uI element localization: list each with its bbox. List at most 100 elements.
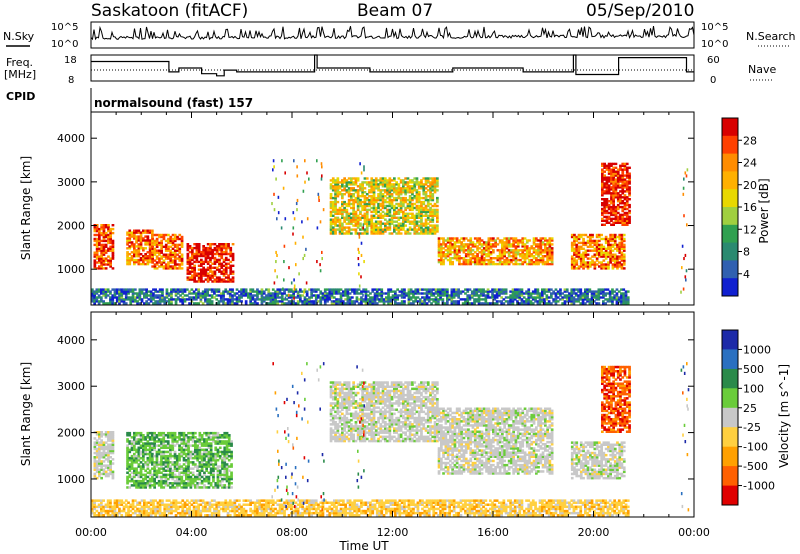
echo-cell (297, 290, 299, 294)
echo-cell (213, 272, 217, 275)
echo-cell (164, 233, 168, 237)
echo-cell (95, 267, 99, 270)
echo-cell (402, 181, 405, 184)
echo-cell (379, 232, 383, 235)
echo-cell (329, 218, 333, 221)
echo-cell (176, 292, 180, 295)
echo-cell (368, 202, 371, 206)
echo-cell (622, 259, 626, 262)
echo-cell (536, 302, 540, 305)
echo-cell (467, 258, 470, 262)
echo-cell (370, 196, 374, 200)
echo-cell (390, 195, 394, 198)
echo-cell (135, 231, 138, 234)
echo-cell (204, 258, 208, 262)
echo-cell (217, 288, 221, 291)
echo-cell (347, 177, 351, 180)
echo-cell (574, 298, 578, 301)
echo-cell (338, 232, 342, 235)
echo-cell (595, 294, 598, 297)
echo-cell (146, 442, 150, 445)
echo-cell (343, 210, 346, 214)
echo-cell (238, 296, 241, 299)
echo-cell (352, 216, 355, 219)
echo-cell (409, 292, 413, 295)
echo-cell (379, 216, 383, 219)
echo-cell (538, 292, 542, 295)
echo-cell (91, 292, 94, 295)
echo-cell (215, 250, 219, 254)
echo-cell (350, 195, 353, 198)
echo-cell (505, 241, 509, 244)
echo-cell (350, 193, 353, 196)
echo-cell (548, 243, 552, 246)
echo-cell (95, 227, 99, 231)
echo-cell (167, 247, 170, 250)
echo-cell (519, 258, 522, 262)
echo-cell (399, 198, 403, 202)
echo-cell (433, 181, 437, 184)
echo-cell (623, 166, 627, 169)
echo-cell (100, 261, 103, 264)
echo-cell (399, 196, 403, 200)
echo-cell (436, 218, 439, 221)
echo-cell (455, 300, 458, 303)
echo-cell (417, 191, 421, 194)
echo-cell (387, 298, 390, 301)
echo-cell (131, 288, 135, 291)
echo-cell (621, 168, 625, 171)
echo-cell (501, 255, 504, 258)
echo-cell (570, 263, 574, 266)
echo-cell (109, 447, 112, 451)
echo-cell (206, 278, 210, 281)
echo-cell (301, 290, 304, 293)
echo-cell (535, 237, 538, 240)
echo-cell (155, 450, 159, 454)
echo-cell (604, 237, 608, 241)
echo-cell (345, 222, 349, 225)
echo-cell (510, 255, 513, 258)
echo-cell (450, 300, 454, 303)
echo-cell (461, 302, 465, 305)
echo-cell (537, 249, 540, 252)
echo-cell (406, 220, 410, 223)
echo-cell (271, 300, 275, 303)
echo-cell (620, 243, 624, 247)
echo-cell (611, 235, 615, 239)
echo-cell (584, 249, 588, 252)
echo-cell (402, 218, 405, 221)
echo-cell (437, 251, 441, 254)
echo-cell (299, 294, 302, 297)
echo-cell (142, 467, 145, 470)
echo-cell (144, 486, 147, 489)
echo-cell (604, 288, 607, 291)
echo-cell (328, 294, 332, 297)
echo-cell (619, 168, 622, 171)
echo-cell (317, 296, 320, 299)
echo-cell (347, 222, 351, 225)
echo-cell (329, 187, 333, 190)
echo-cell (374, 210, 378, 214)
echo-cell (531, 298, 535, 301)
echo-cell (354, 191, 358, 194)
echo-cell (191, 268, 194, 271)
echo-cell (218, 243, 221, 246)
echo-cell (238, 298, 241, 301)
echo-cell (271, 294, 275, 297)
echo-cell (319, 269, 322, 273)
echo-cell (505, 257, 509, 260)
echo-cell (622, 245, 626, 248)
echo-cell (224, 276, 228, 279)
echo-cell (610, 192, 613, 195)
echo-cell (426, 200, 430, 204)
echo-cell (102, 456, 106, 459)
echo-cell (537, 245, 540, 248)
echo-cell (267, 288, 271, 291)
echo-cell (518, 292, 522, 295)
echo-cell (338, 218, 342, 221)
echo-cell (204, 254, 208, 258)
echo-cell (379, 177, 383, 180)
echo-cell (102, 253, 106, 256)
echo-cell (337, 290, 341, 293)
echo-cell (209, 245, 212, 248)
